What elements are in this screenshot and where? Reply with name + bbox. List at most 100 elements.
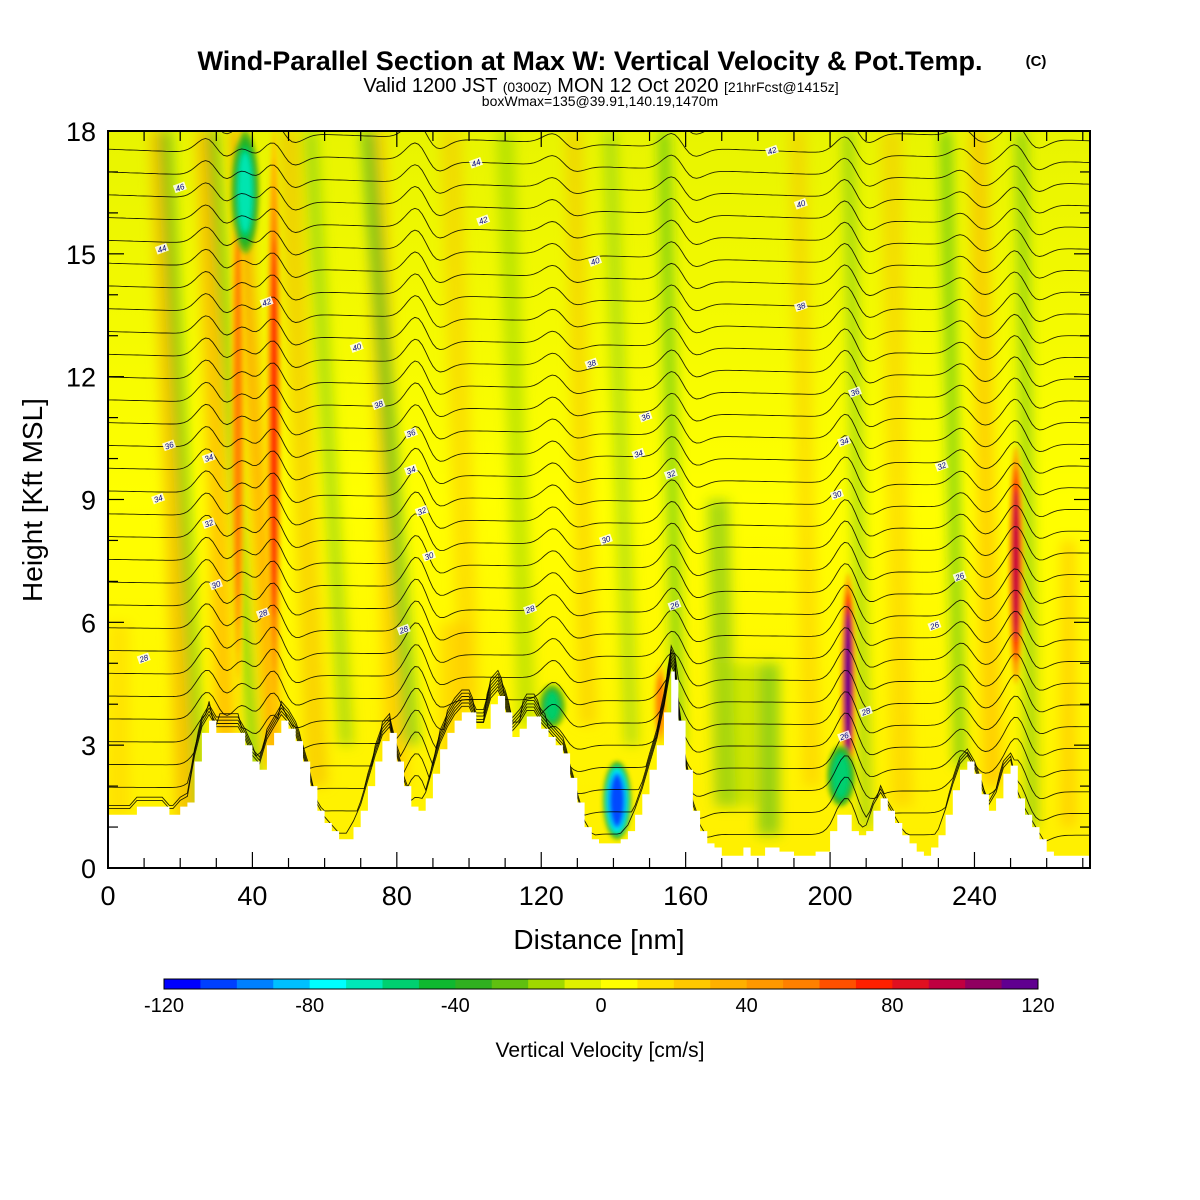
theta-label-text: 26 (838, 731, 851, 743)
theta-label-1: 44 (154, 242, 169, 255)
theta-label-bg (201, 451, 216, 464)
theta-label-bg (584, 357, 599, 370)
x-tick-label: 200 (808, 881, 853, 911)
theta-label-10: 32 (201, 517, 216, 529)
theta-label-text: 34 (203, 452, 215, 464)
theta-label-text: 46 (174, 182, 186, 194)
updraft-core-1-level-4 (1012, 489, 1020, 642)
theta-label-text: 28 (859, 706, 872, 718)
theta-label-31: 34 (837, 435, 852, 448)
theta-label-bg (837, 435, 852, 448)
theta-label-text: 30 (423, 550, 435, 562)
copyright-mark: (C) (1026, 53, 1047, 70)
box-wmax-line: boxWmax=135@39.91,140.19,1470m (482, 93, 718, 109)
velocity-band-9 (440, 131, 480, 705)
theta-label-text: 38 (373, 399, 385, 411)
colorbar-tick-label: -120 (144, 995, 184, 1017)
x-tick-label: 160 (663, 881, 708, 911)
colorbar-swatch-10 (528, 979, 566, 989)
velocity-band-16 (788, 131, 822, 787)
theta-label-bg (172, 181, 187, 194)
theta-label-34: 28 (858, 705, 873, 718)
theta-label-24: 30 (598, 533, 613, 546)
x-tick-label: 240 (952, 881, 997, 911)
theta-label-bg (403, 464, 418, 476)
theta-label-13: 30 (421, 550, 436, 562)
updraft-core-2-level-4 (270, 237, 278, 618)
theta-label-text: 28 (524, 604, 537, 616)
y-tick-label: 3 (81, 731, 96, 761)
isentrope-25 (108, 248, 1090, 301)
downdraft-core-1-level-4 (238, 153, 252, 232)
theta-label-text: 34 (153, 493, 165, 505)
colorbar-swatch-22 (965, 979, 1003, 989)
theta-label-23: 32 (663, 468, 678, 480)
theta-label-0: 46 (172, 181, 187, 194)
isentrope-1 (108, 660, 1090, 821)
theta-label-text: 32 (665, 468, 677, 480)
theta-label-text: 28 (256, 608, 269, 620)
theta-label-25: 28 (523, 603, 538, 616)
theta-label-bg (259, 296, 274, 308)
theta-label-bg (255, 607, 270, 619)
theta-label-36: 26 (927, 619, 942, 632)
theta-label-bg (154, 242, 169, 255)
downdraft-core-3-level-4 (545, 691, 559, 721)
theta-label-8: 34 (151, 492, 166, 505)
theta-label-bg (588, 255, 603, 267)
downdraft-core-0-level-4 (610, 775, 624, 826)
theta-label-text: 34 (633, 448, 645, 460)
isentrope-24 (108, 271, 1090, 322)
theta-label-15: 28 (396, 623, 411, 636)
theta-label-4: 38 (371, 398, 386, 411)
isentrope-2 (108, 657, 1090, 800)
velocity-band-22 (1061, 540, 1076, 828)
valid-forecast: [21hrFcst@1415z] (724, 79, 839, 95)
velocity-band-15 (757, 663, 780, 836)
theta-label-5: 36 (162, 439, 177, 452)
colorbar-swatch-3 (273, 979, 311, 989)
isentrope-30 (108, 138, 1090, 192)
theta-label-text: 26 (928, 620, 941, 632)
colorbar-swatch-7 (418, 979, 456, 989)
y-tick-label: 9 (81, 486, 96, 516)
colorbar-swatch-1 (200, 979, 238, 989)
colorbar-swatch-4 (309, 979, 347, 989)
theta-label-21: 36 (638, 410, 653, 423)
isentrope-3 (108, 654, 1090, 778)
velocity-band-19 (940, 131, 966, 766)
colorbar-swatch-21 (928, 979, 966, 989)
theta-label-bg (764, 144, 779, 157)
x-tick-label: 80 (382, 881, 412, 911)
theta-label-bg (136, 652, 151, 665)
x-tick-label: 120 (519, 881, 564, 911)
theta-label-text: 42 (478, 215, 490, 227)
velocity-band-12 (602, 131, 639, 746)
colorbar-swatch-2 (236, 979, 274, 989)
theta-label-text: 32 (936, 460, 948, 472)
theta-label-text: 30 (600, 534, 612, 546)
isentrope-11 (108, 556, 1090, 604)
chart-title: Wind-Parallel Section at Max W: Vertical… (198, 46, 983, 76)
colorbar-swatch-0 (164, 979, 201, 989)
theta-label-bg (414, 505, 429, 517)
theta-label-text: 42 (766, 145, 778, 157)
y-tick-label: 12 (66, 363, 96, 393)
isentrope-22 (108, 315, 1090, 366)
theta-label-26: 26 (667, 599, 682, 612)
valid-date: MON 12 Oct 2020 (557, 75, 718, 97)
colorbar-tick-label: -80 (295, 995, 324, 1017)
theta-label-35: 26 (837, 730, 852, 743)
isentrope-8 (108, 622, 1090, 669)
theta-label-9: 34 (403, 464, 418, 476)
theta-label-text: 44 (156, 243, 168, 255)
colorbar-swatch-11 (564, 979, 602, 989)
y-tick-label: 6 (81, 608, 96, 638)
colorbar-tick-label: 40 (736, 995, 758, 1017)
theta-label-bg (631, 447, 646, 460)
theta-label-text: 40 (351, 342, 363, 354)
colorbar-tick-label: 0 (595, 995, 606, 1017)
velocity-band-11 (564, 131, 598, 725)
colorbar-swatch-19 (855, 979, 893, 989)
isentrope-12 (108, 535, 1090, 583)
